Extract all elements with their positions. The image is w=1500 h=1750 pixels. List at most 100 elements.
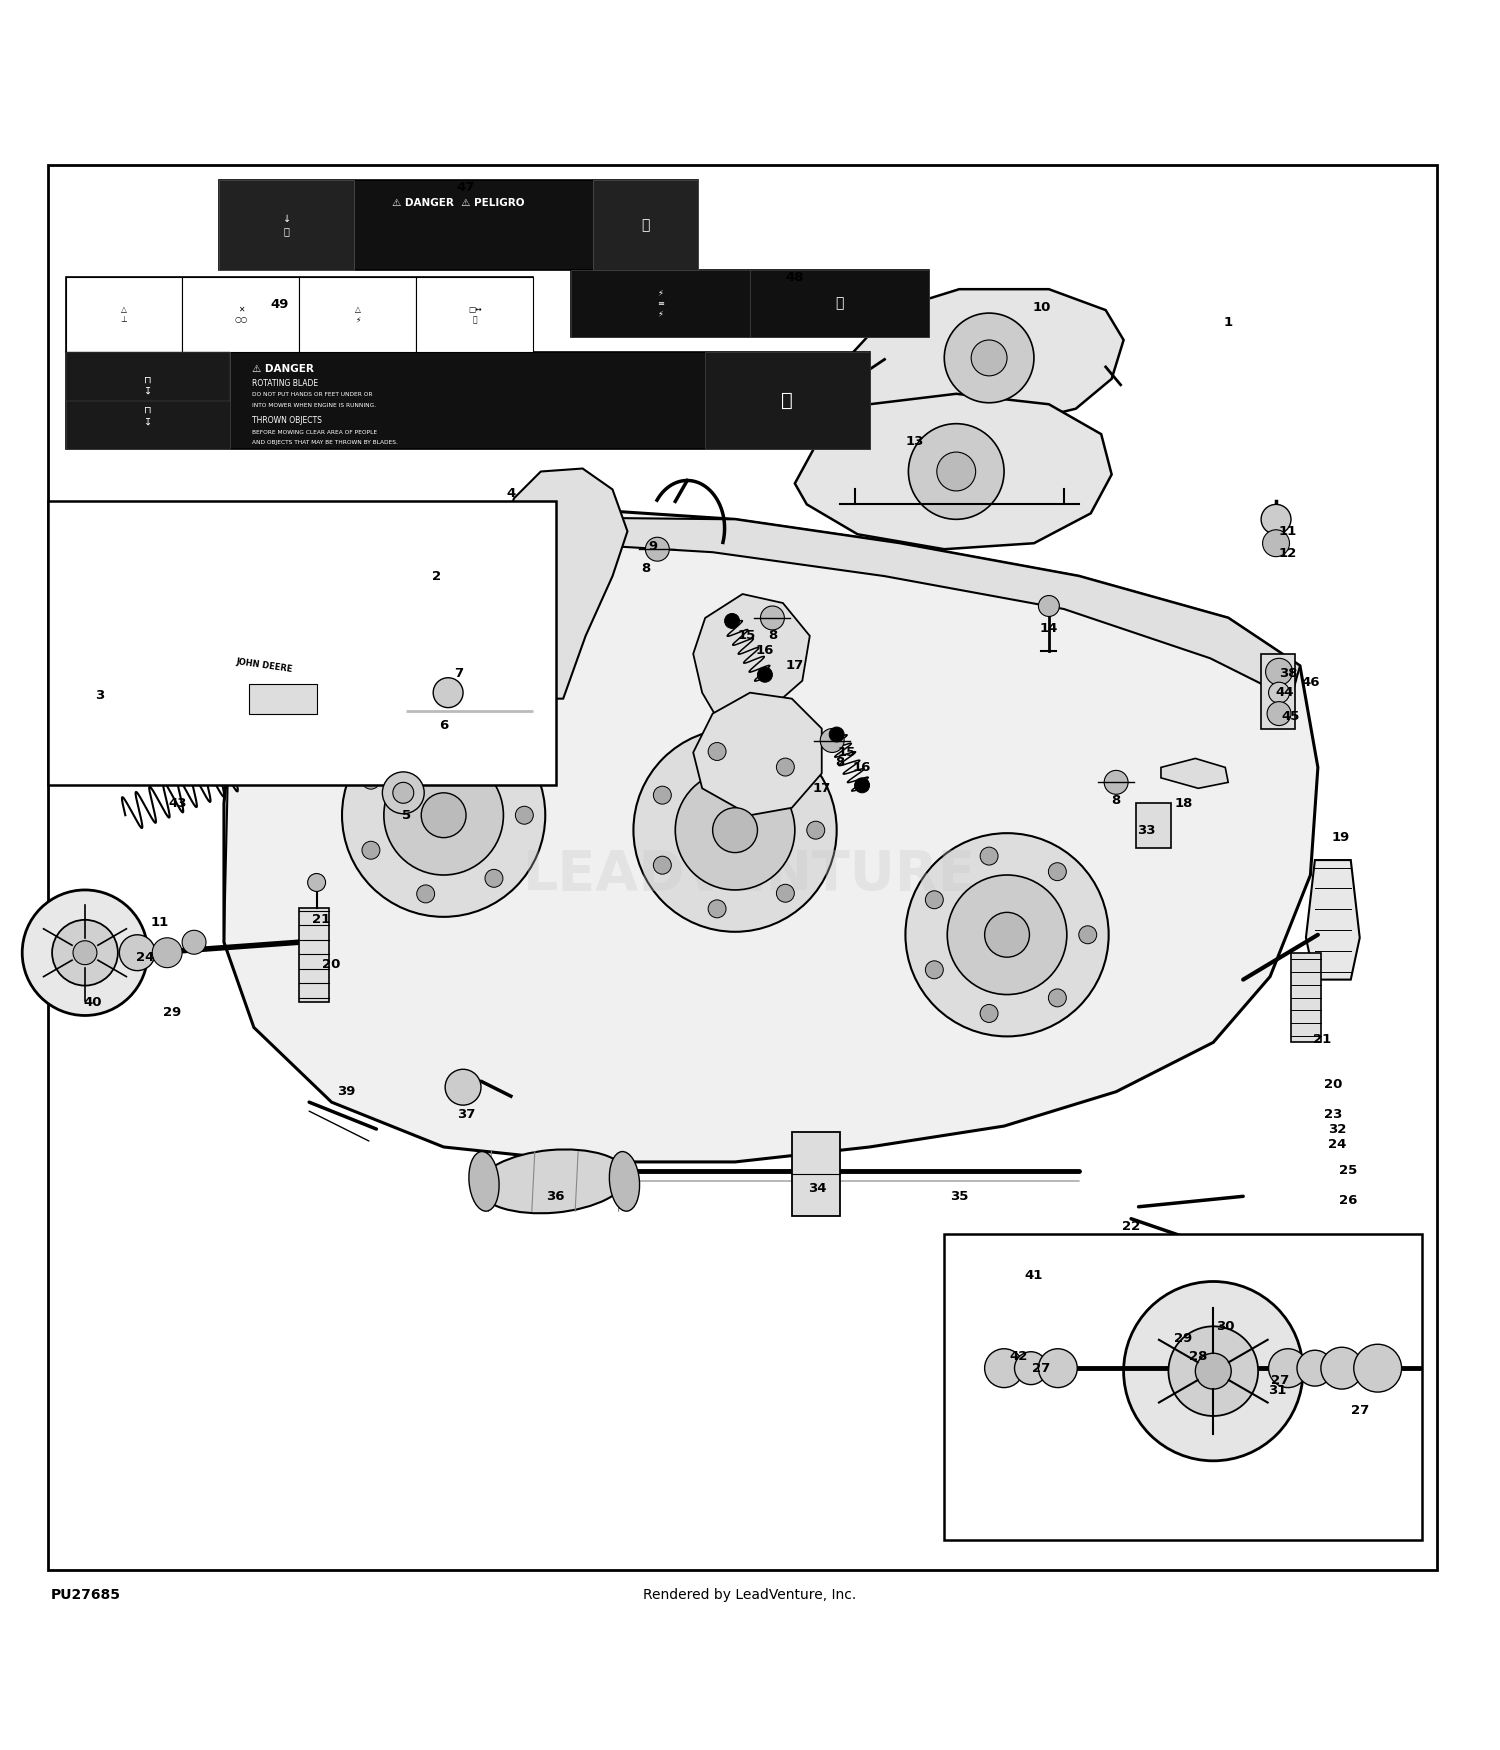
- Circle shape: [777, 884, 795, 903]
- Circle shape: [1262, 504, 1292, 534]
- Bar: [417, 276, 534, 352]
- Circle shape: [1196, 1353, 1231, 1390]
- Text: 9: 9: [648, 539, 657, 553]
- Circle shape: [152, 938, 182, 968]
- Polygon shape: [224, 509, 1318, 1162]
- Circle shape: [909, 424, 1004, 520]
- Text: JOHN DEERE: JOHN DEERE: [236, 658, 292, 674]
- Polygon shape: [66, 504, 504, 782]
- Text: 46: 46: [1300, 676, 1320, 690]
- Bar: [792, 1132, 840, 1216]
- Ellipse shape: [470, 1152, 500, 1211]
- Text: 45: 45: [1282, 710, 1300, 723]
- Circle shape: [1048, 863, 1066, 880]
- Circle shape: [1298, 1351, 1334, 1386]
- Text: 34: 34: [808, 1183, 826, 1195]
- Text: 14: 14: [1040, 621, 1058, 635]
- Polygon shape: [1306, 859, 1359, 980]
- Text: ⊓
↧: ⊓ ↧: [144, 374, 152, 396]
- Circle shape: [675, 770, 795, 891]
- Circle shape: [22, 891, 147, 1015]
- Text: 29: 29: [162, 1006, 182, 1018]
- Text: 3: 3: [96, 690, 105, 702]
- Text: 25: 25: [1338, 1164, 1358, 1178]
- Bar: [1262, 654, 1296, 728]
- Circle shape: [926, 891, 944, 908]
- Circle shape: [433, 677, 464, 707]
- Text: PU27685: PU27685: [51, 1589, 120, 1603]
- Text: 40: 40: [82, 996, 102, 1008]
- Circle shape: [654, 786, 672, 803]
- Text: 🏃: 🏃: [782, 390, 794, 410]
- Bar: [48, 502, 555, 786]
- Text: ⊓
↧: ⊓ ↧: [144, 404, 152, 427]
- Text: 16: 16: [853, 761, 871, 774]
- Circle shape: [777, 758, 795, 775]
- Bar: [219, 180, 354, 270]
- Circle shape: [422, 793, 466, 838]
- Circle shape: [1048, 989, 1066, 1006]
- Circle shape: [53, 920, 118, 985]
- Text: 36: 36: [546, 1190, 566, 1202]
- Bar: [298, 908, 328, 1003]
- Circle shape: [484, 870, 502, 887]
- Bar: [219, 180, 698, 270]
- Circle shape: [906, 833, 1108, 1036]
- Circle shape: [712, 808, 758, 852]
- Text: 44: 44: [1276, 686, 1294, 700]
- Text: 10: 10: [1032, 301, 1050, 313]
- Circle shape: [821, 728, 844, 752]
- Text: 7: 7: [454, 667, 464, 679]
- Bar: [300, 276, 417, 352]
- Circle shape: [393, 782, 414, 803]
- Text: ✕
○○: ✕ ○○: [234, 304, 248, 324]
- Circle shape: [342, 714, 546, 917]
- Text: INTO MOWER WHEN ENGINE IS RUNNING.: INTO MOWER WHEN ENGINE IS RUNNING.: [252, 402, 376, 408]
- Circle shape: [633, 728, 837, 931]
- Polygon shape: [693, 693, 822, 816]
- Text: 21: 21: [1312, 1032, 1332, 1046]
- Circle shape: [362, 772, 380, 789]
- Text: 15: 15: [738, 630, 756, 642]
- Text: ↓
✋: ↓ ✋: [282, 214, 291, 236]
- Text: 8: 8: [640, 562, 650, 576]
- Circle shape: [1263, 530, 1290, 556]
- Circle shape: [980, 847, 998, 864]
- Circle shape: [807, 821, 825, 840]
- Circle shape: [724, 614, 740, 628]
- Text: ⚠ DANGER  ⚠ PELIGRO: ⚠ DANGER ⚠ PELIGRO: [393, 198, 525, 208]
- Text: 13: 13: [904, 436, 924, 448]
- Circle shape: [382, 772, 424, 814]
- Circle shape: [1124, 1281, 1304, 1461]
- Text: 27: 27: [1032, 1362, 1050, 1376]
- Text: 🏃: 🏃: [836, 296, 844, 310]
- Text: □↔
👤: □↔ 👤: [468, 304, 482, 324]
- Polygon shape: [840, 289, 1124, 427]
- Circle shape: [758, 667, 772, 682]
- Text: 11: 11: [150, 917, 170, 929]
- Polygon shape: [795, 394, 1112, 550]
- Ellipse shape: [609, 1152, 639, 1211]
- Circle shape: [120, 934, 154, 971]
- Text: 19: 19: [1330, 831, 1350, 844]
- Polygon shape: [693, 593, 810, 717]
- Ellipse shape: [478, 1150, 627, 1213]
- Text: 41: 41: [1024, 1269, 1042, 1283]
- Bar: [945, 1234, 1422, 1540]
- Text: DO NOT PUT HANDS OR FEET UNDER OR: DO NOT PUT HANDS OR FEET UNDER OR: [252, 392, 374, 397]
- Circle shape: [830, 726, 844, 742]
- Text: 31: 31: [1269, 1384, 1287, 1396]
- Circle shape: [708, 742, 726, 761]
- Circle shape: [446, 1069, 482, 1106]
- Text: DO NOT OPERATE MOWER WITHOUT: DO NOT OPERATE MOWER WITHOUT: [252, 450, 360, 455]
- Text: AND OBJECTS THAT MAY BE THROWN BY BLADES.: AND OBJECTS THAT MAY BE THROWN BY BLADES…: [252, 439, 398, 444]
- Text: Rendered by LeadVenture, Inc.: Rendered by LeadVenture, Inc.: [644, 1589, 856, 1603]
- Circle shape: [417, 886, 435, 903]
- Text: BEFORE MOWING CLEAR AREA OF PEOPLE: BEFORE MOWING CLEAR AREA OF PEOPLE: [252, 430, 378, 434]
- Circle shape: [938, 452, 975, 492]
- Text: 22: 22: [1122, 1220, 1140, 1232]
- Text: 37: 37: [458, 1108, 476, 1120]
- Polygon shape: [1136, 803, 1172, 849]
- Text: 43: 43: [168, 796, 188, 810]
- Text: 11: 11: [1280, 525, 1298, 537]
